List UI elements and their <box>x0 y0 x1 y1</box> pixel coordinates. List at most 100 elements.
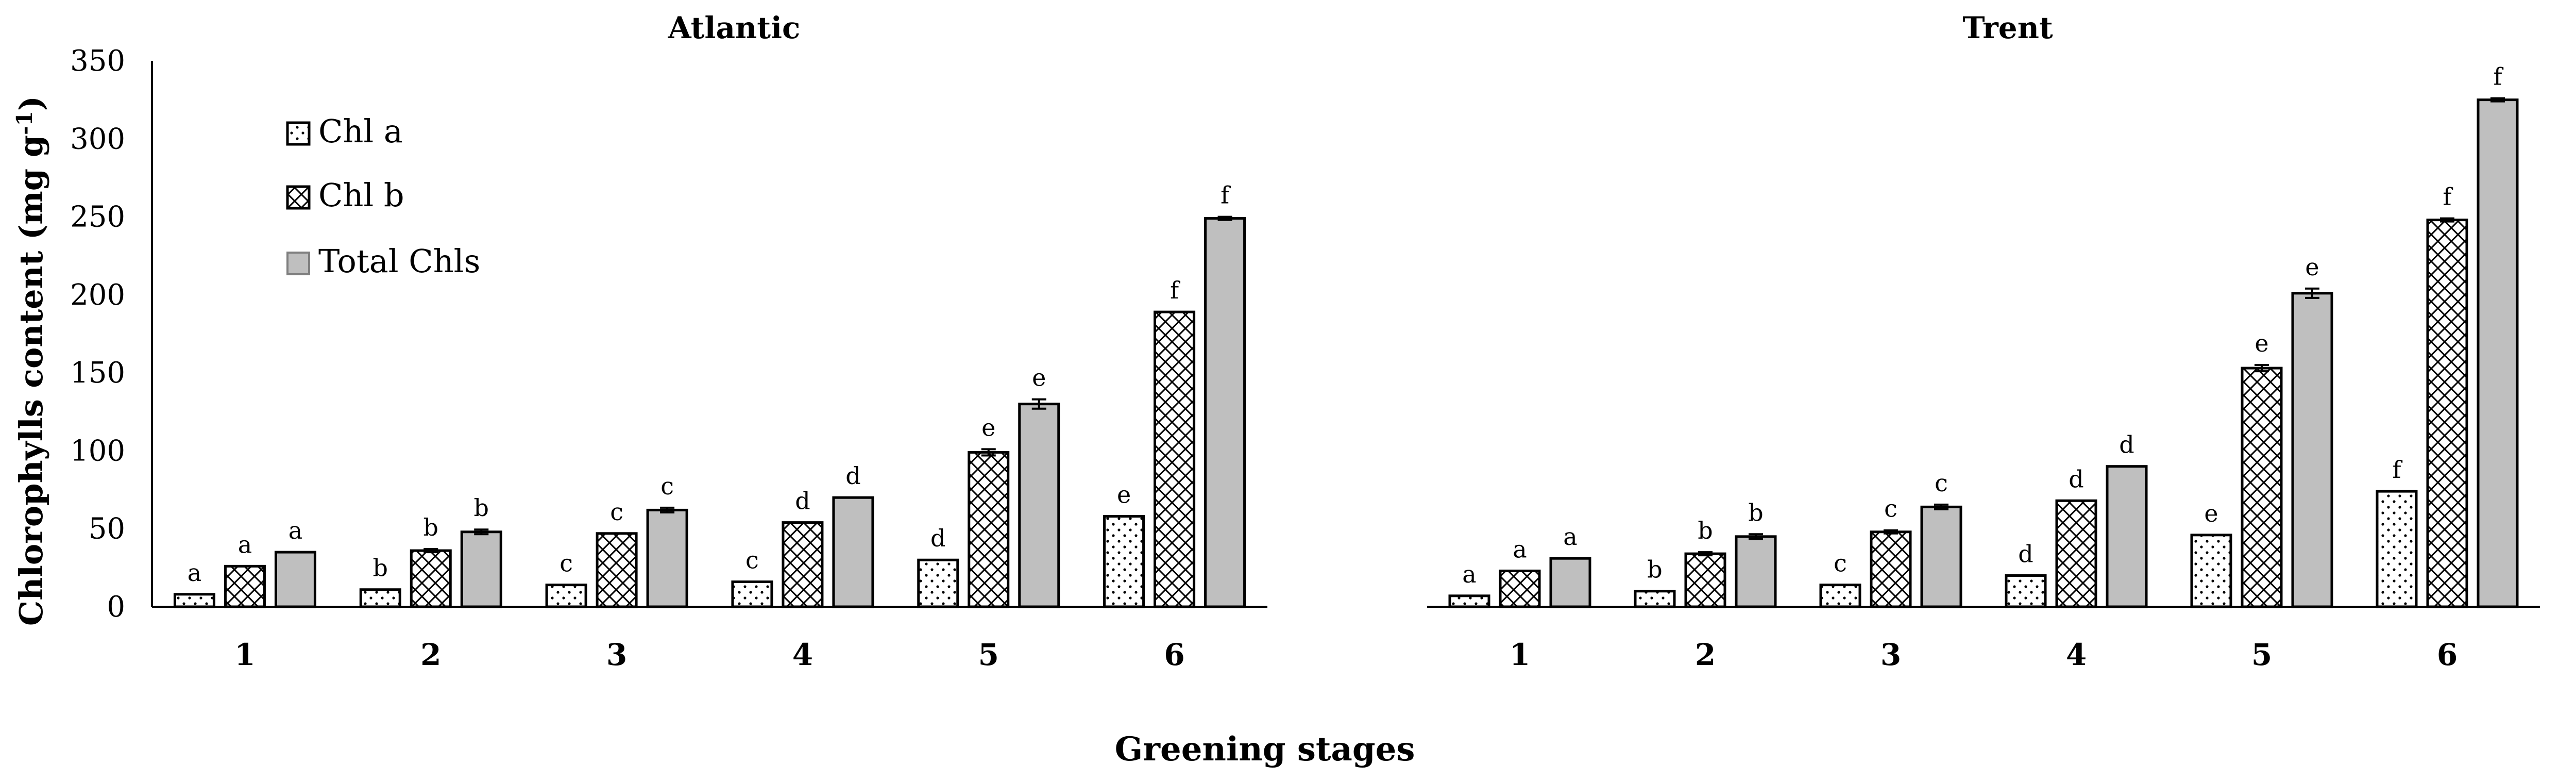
y-axis-label-exponent: -1 <box>12 111 37 135</box>
x-tick-label: 4 <box>792 637 813 672</box>
y-tick-label: 300 <box>70 122 125 156</box>
chart-title-atlantic: Atlantic <box>668 10 801 45</box>
error-bar <box>2440 217 2454 223</box>
panel-trent: Trent 1 a a a 2 b b b 3 c c c 4 d d d 5 e e e 6 f f f <box>1427 10 2540 672</box>
bar-atlantic-chl-b <box>968 451 1010 608</box>
bar-trent-chl-a <box>2005 574 2047 608</box>
significance-letter: f <box>1170 276 1180 304</box>
error-bar <box>1031 398 1046 410</box>
bar-atlantic-chl-b <box>224 564 266 608</box>
x-tick-label: 2 <box>420 637 441 672</box>
significance-letter: d <box>2119 431 2134 459</box>
error-bar <box>1217 215 1232 221</box>
significance-letter: a <box>238 530 252 558</box>
significance-letter: c <box>1884 495 1897 523</box>
significance-letter: c <box>1834 550 1847 577</box>
bar-trent-chl-b <box>1684 552 1726 608</box>
bar-atlantic-chl-a <box>1103 515 1145 608</box>
legend-swatch-chl-a <box>286 121 311 146</box>
significance-letter: b <box>474 494 489 522</box>
bar-trent-total-chls <box>1735 535 1777 608</box>
error-bar <box>1698 551 1713 557</box>
error-bar <box>2255 364 2269 373</box>
significance-letter: a <box>289 517 302 544</box>
bar-atlantic-chl-a <box>359 588 401 608</box>
legend-label-chl-b: Chl b <box>318 176 404 214</box>
significance-letter: c <box>610 498 623 526</box>
x-tick-label: 5 <box>978 637 999 672</box>
bar-atlantic-chl-b <box>410 549 452 608</box>
significance-letter: f <box>2443 183 2453 211</box>
bar-atlantic-total-chls <box>832 496 874 608</box>
error-bar <box>1934 503 1948 510</box>
error-bar <box>981 448 996 457</box>
significance-letter: c <box>660 472 674 500</box>
bar-trent-chl-b <box>2426 219 2468 608</box>
y-tick-label: 250 <box>70 201 125 234</box>
bar-atlantic-total-chls <box>274 551 316 608</box>
x-tick-label: 4 <box>2066 637 2087 672</box>
bar-atlantic-total-chls <box>1018 403 1060 608</box>
significance-letter: e <box>981 413 995 441</box>
bar-trent-total-chls <box>1920 505 1962 608</box>
bar-trent-chl-a <box>1819 584 1861 608</box>
significance-letter: b <box>1748 498 1763 526</box>
significance-letter: e <box>2255 329 2268 357</box>
y-tick-label: 100 <box>70 434 125 468</box>
y-tick-label: 150 <box>70 356 125 390</box>
bar-trent-total-chls <box>1549 557 1591 608</box>
significance-letter: a <box>1462 560 1476 588</box>
legend-swatch-total-chls <box>286 252 310 275</box>
bar-atlantic-chl-b <box>782 521 824 608</box>
significance-letter: a <box>1563 523 1577 551</box>
bar-atlantic-total-chls <box>460 530 502 608</box>
significance-letter: d <box>845 462 860 490</box>
significance-letter: c <box>560 550 573 577</box>
x-tick-label: 6 <box>1164 637 1184 672</box>
significance-letter: c <box>745 546 759 574</box>
x-tick-label: 1 <box>1510 637 1530 672</box>
bar-trent-chl-a <box>2190 534 2232 608</box>
significance-letter: b <box>423 513 438 541</box>
y-axis-label-main: Chlorophylls content (mg g <box>12 135 50 626</box>
error-bar <box>2305 287 2319 299</box>
significance-letter: e <box>2204 500 2218 527</box>
bar-trent-chl-a <box>1634 590 1676 608</box>
bar-trent-total-chls <box>2477 98 2519 608</box>
x-tick-label: 1 <box>234 637 255 672</box>
significance-letter: b <box>1647 556 1662 584</box>
significance-letter: a <box>1513 535 1527 563</box>
error-bar <box>1884 529 1898 535</box>
significance-letter: d <box>795 487 810 515</box>
bar-trent-chl-b <box>1870 530 1912 608</box>
significance-letter: f <box>1221 181 1231 209</box>
legend-label-chl-a: Chl a <box>318 112 403 150</box>
x-tick-label: 6 <box>2437 637 2458 672</box>
error-bar <box>474 528 489 536</box>
y-axis-label-close: ) <box>12 96 50 111</box>
chart-title-trent: Trent <box>1962 10 2053 45</box>
bar-atlantic-total-chls <box>1204 217 1246 608</box>
error-bar <box>2490 97 2505 103</box>
error-bar <box>1749 533 1763 540</box>
y-tick-label: 0 <box>107 590 125 624</box>
y-tick-label: 200 <box>70 278 125 312</box>
y-tick-label: 350 <box>70 44 125 78</box>
bar-atlantic-chl-b <box>596 532 638 608</box>
significance-letter: d <box>930 524 945 552</box>
error-bar <box>660 506 675 513</box>
significance-letter: f <box>2392 456 2402 484</box>
x-tick-label: 3 <box>606 637 627 672</box>
significance-letter: d <box>2069 465 2083 493</box>
legend-swatch-chl-b <box>286 185 311 210</box>
bar-trent-total-chls <box>2291 292 2333 608</box>
bar-trent-chl-b <box>2055 499 2097 608</box>
significance-letter: c <box>1935 469 1948 497</box>
significance-letter: a <box>188 559 201 587</box>
bar-trent-chl-a <box>1448 594 1490 608</box>
legend: Chl a Chl b Total Chls <box>286 112 480 280</box>
bar-atlantic-chl-a <box>545 584 587 608</box>
bar-atlantic-chl-a <box>173 593 215 608</box>
bar-atlantic-chl-b <box>1154 310 1196 608</box>
